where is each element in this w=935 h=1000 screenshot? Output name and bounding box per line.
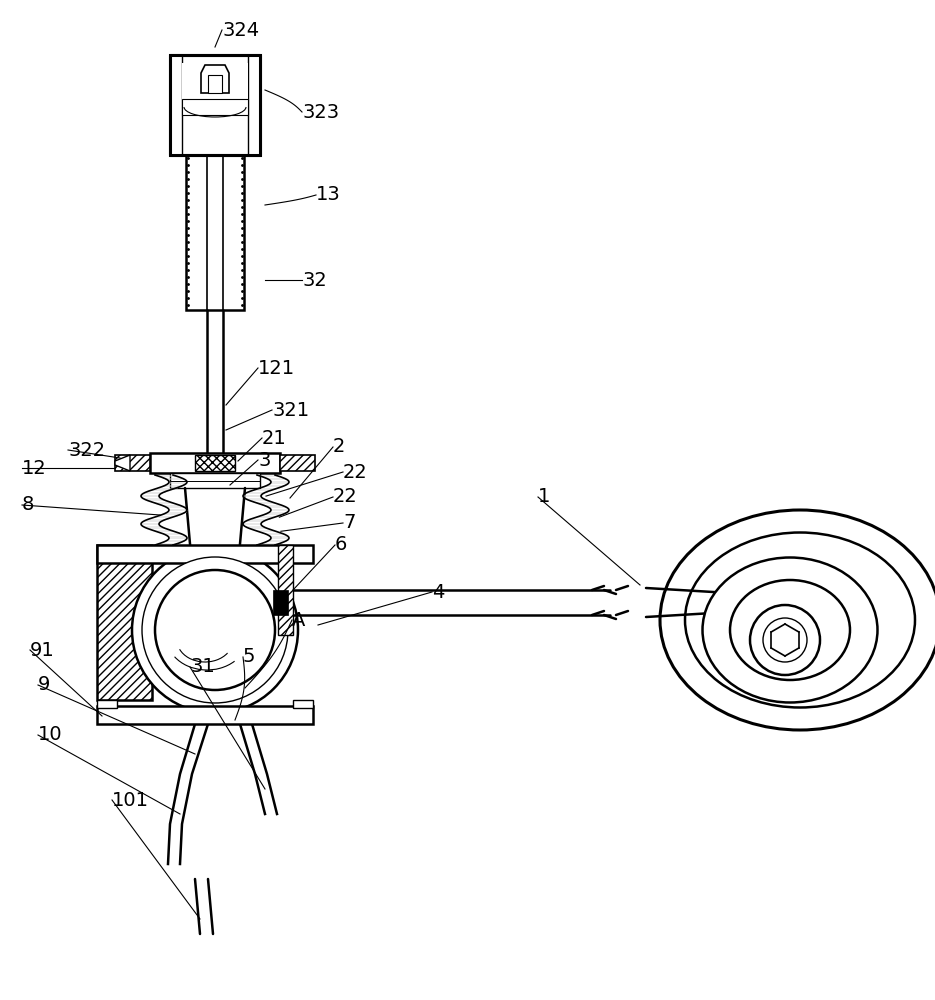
Bar [182,99,248,115]
Bar [278,545,293,635]
Bar [195,455,235,471]
Circle shape [142,557,288,703]
Text: 31: 31 [190,658,215,676]
Polygon shape [115,455,150,471]
Text: 13: 13 [316,186,340,205]
Text: 5: 5 [243,648,255,666]
Circle shape [197,65,233,101]
Bar [186,155,244,310]
Bar [273,590,288,615]
Text: 10: 10 [38,726,63,744]
Text: 3: 3 [258,450,270,470]
Text: 32: 32 [302,270,326,290]
Text: 6: 6 [335,536,348,554]
Text: 323: 323 [302,103,339,121]
Bar [182,63,248,115]
Circle shape [750,605,820,675]
Text: 8: 8 [22,495,35,514]
Circle shape [763,618,807,662]
Circle shape [132,547,298,713]
Text: 121: 121 [258,359,295,377]
Bar [150,453,280,473]
Text: 91: 91 [30,641,55,660]
Bar [248,55,260,155]
Bar [293,700,313,708]
Ellipse shape [702,558,878,702]
Text: 22: 22 [333,488,358,506]
Bar [170,55,260,155]
Bar [170,473,260,488]
Circle shape [155,570,275,690]
Text: 22: 22 [343,462,367,482]
Text: 324: 324 [222,20,259,39]
Text: 321: 321 [272,400,309,420]
Bar [97,700,117,708]
Text: 4: 4 [432,582,444,601]
Text: 12: 12 [22,458,47,478]
Text: A: A [292,610,306,630]
Text: 7: 7 [343,514,355,532]
Polygon shape [201,65,229,93]
Ellipse shape [660,510,935,730]
Text: 322: 322 [68,440,105,460]
Bar [170,55,182,155]
Text: 9: 9 [38,676,50,694]
Ellipse shape [730,580,850,680]
Text: 21: 21 [262,428,287,448]
Polygon shape [280,455,315,471]
Bar [208,75,222,93]
Ellipse shape [685,532,915,708]
Text: 101: 101 [112,790,149,810]
Text: 1: 1 [538,488,551,506]
Bar [105,709,305,721]
Bar [97,545,152,700]
Text: 2: 2 [333,438,345,456]
Polygon shape [115,455,130,471]
Bar [97,706,313,724]
Bar [97,545,313,563]
